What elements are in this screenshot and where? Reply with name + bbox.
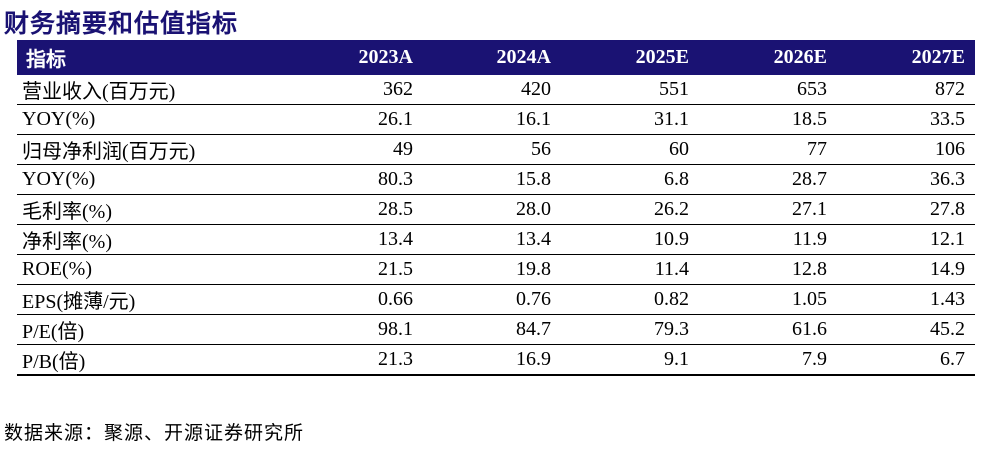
row-label: EPS(摊薄/元) — [17, 284, 285, 315]
row-value: 80.3 — [285, 164, 423, 195]
row-value: 362 — [285, 75, 423, 105]
row-value: 26.2 — [561, 194, 699, 225]
table-row: P/E(倍) 98.1 84.7 79.3 61.6 45.2 — [17, 314, 975, 345]
row-value: 0.66 — [285, 284, 423, 315]
row-label: 营业收入(百万元) — [17, 75, 285, 105]
row-value: 6.8 — [561, 164, 699, 195]
row-value: 26.1 — [285, 104, 423, 135]
header-cell-year: 2025E — [561, 40, 699, 75]
row-value: 14.9 — [837, 254, 975, 285]
row-value: 18.5 — [699, 104, 837, 135]
table-body: 营业收入(百万元) 362 420 551 653 872 YOY(%) 26.1 16.1 31… — [17, 75, 975, 376]
table-row: ROE(%) 21.5 19.8 11.4 12.8 14.9 — [17, 254, 975, 285]
table-row: P/B(倍) 21.3 16.9 9.1 7.9 6.7 — [17, 344, 975, 376]
row-value: 11.9 — [699, 224, 837, 255]
table-row: 营业收入(百万元) 362 420 551 653 872 — [17, 75, 975, 105]
row-value: 420 — [423, 75, 561, 105]
row-value: 21.5 — [285, 254, 423, 285]
row-value: 15.8 — [423, 164, 561, 195]
row-value: 21.3 — [285, 344, 423, 376]
row-value: 31.1 — [561, 104, 699, 135]
table-row: EPS(摊薄/元) 0.66 0.76 0.82 1.05 1.43 — [17, 284, 975, 315]
header-cell-label: 指标 — [17, 40, 285, 75]
row-value: 872 — [837, 75, 975, 105]
row-value: 45.2 — [837, 314, 975, 345]
row-label: P/B(倍) — [17, 344, 285, 376]
row-value: 28.0 — [423, 194, 561, 225]
row-value: 27.8 — [837, 194, 975, 225]
row-label: YOY(%) — [17, 104, 285, 135]
header-cell-year: 2024A — [423, 40, 561, 75]
row-value: 6.7 — [837, 344, 975, 376]
row-label: YOY(%) — [17, 164, 285, 195]
row-label: ROE(%) — [17, 254, 285, 285]
row-label: 毛利率(%) — [17, 194, 285, 225]
row-value: 11.4 — [561, 254, 699, 285]
row-value: 77 — [699, 134, 837, 165]
row-value: 27.1 — [699, 194, 837, 225]
row-value: 10.9 — [561, 224, 699, 255]
row-value: 13.4 — [423, 224, 561, 255]
row-value: 13.4 — [285, 224, 423, 255]
row-value: 16.9 — [423, 344, 561, 376]
row-value: 84.7 — [423, 314, 561, 345]
row-value: 60 — [561, 134, 699, 165]
table-row: 净利率(%) 13.4 13.4 10.9 11.9 12.1 — [17, 224, 975, 255]
row-label: 归母净利润(百万元) — [17, 134, 285, 165]
data-source-note: 数据来源：聚源、开源证券研究所 — [4, 423, 305, 444]
header-cell-year: 2023A — [285, 40, 423, 75]
row-value: 61.6 — [699, 314, 837, 345]
header-cell-year: 2026E — [699, 40, 837, 75]
row-label: 净利率(%) — [17, 224, 285, 255]
row-value: 1.43 — [837, 284, 975, 315]
row-value: 98.1 — [285, 314, 423, 345]
row-value: 12.8 — [699, 254, 837, 285]
header-cell-year: 2027E — [837, 40, 975, 75]
row-value: 79.3 — [561, 314, 699, 345]
row-value: 9.1 — [561, 344, 699, 376]
table-row: YOY(%) 80.3 15.8 6.8 28.7 36.3 — [17, 164, 975, 195]
row-value: 28.5 — [285, 194, 423, 225]
table-row: 归母净利润(百万元) 49 56 60 77 106 — [17, 134, 975, 165]
table-header: 指标 2023A 2024A 2025E 2026E 2027E — [17, 40, 975, 75]
row-value: 0.76 — [423, 284, 561, 315]
section-title: 财务摘要和估值指标 — [4, 11, 239, 38]
row-value: 106 — [837, 134, 975, 165]
row-value: 16.1 — [423, 104, 561, 135]
row-value: 19.8 — [423, 254, 561, 285]
row-value: 33.5 — [837, 104, 975, 135]
table-row: 毛利率(%) 28.5 28.0 26.2 27.1 27.8 — [17, 194, 975, 225]
row-value: 653 — [699, 75, 837, 105]
row-value: 1.05 — [699, 284, 837, 315]
row-value: 7.9 — [699, 344, 837, 376]
row-value: 49 — [285, 134, 423, 165]
row-value: 551 — [561, 75, 699, 105]
table-header-row: 指标 2023A 2024A 2025E 2026E 2027E — [17, 40, 975, 75]
row-value: 36.3 — [837, 164, 975, 195]
row-value: 56 — [423, 134, 561, 165]
financial-summary-table: 指标 2023A 2024A 2025E 2026E 2027E 营业收入(百万元) 362… — [17, 40, 975, 376]
row-label: P/E(倍) — [17, 314, 285, 345]
table-row: YOY(%) 26.1 16.1 31.1 18.5 33.5 — [17, 104, 975, 135]
row-value: 12.1 — [837, 224, 975, 255]
row-value: 28.7 — [699, 164, 837, 195]
row-value: 0.82 — [561, 284, 699, 315]
